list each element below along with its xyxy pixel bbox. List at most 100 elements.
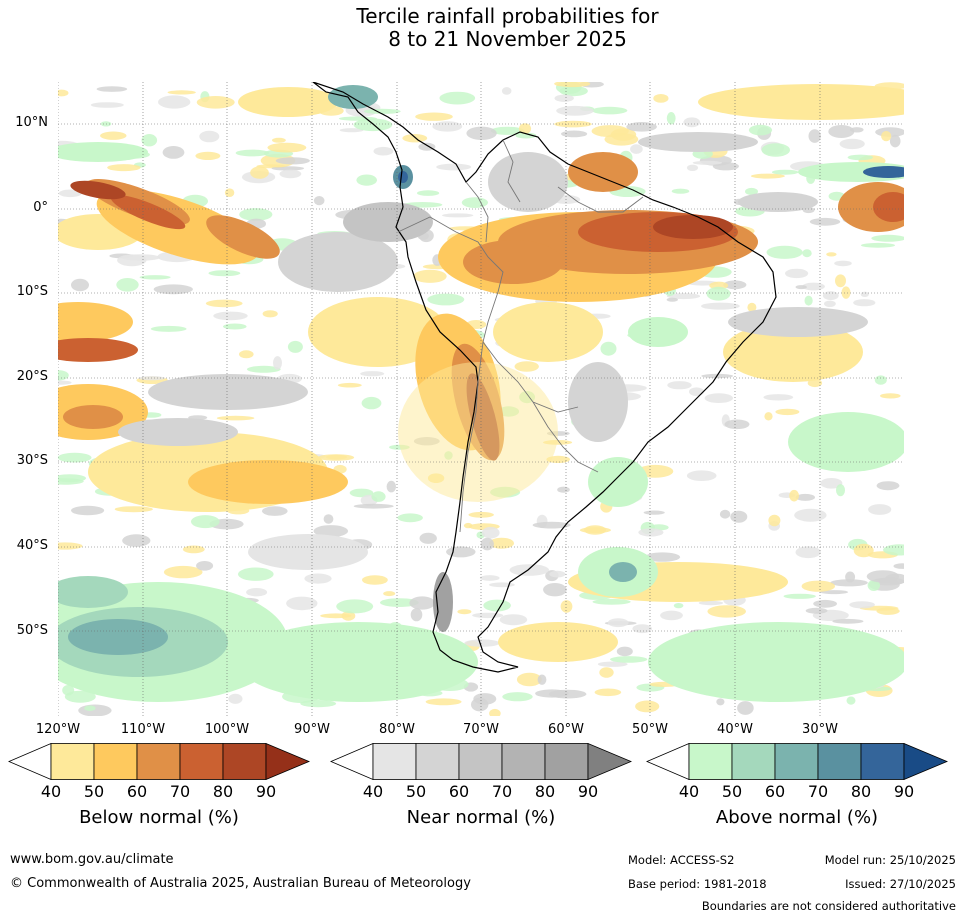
speckle-patch bbox=[195, 151, 221, 160]
speckle-patch bbox=[832, 618, 864, 624]
speckle-patch bbox=[90, 102, 124, 108]
speckle-patch bbox=[667, 381, 692, 390]
speckle-patch bbox=[599, 667, 614, 678]
speckle-patch bbox=[363, 108, 401, 114]
speckle-patch bbox=[660, 610, 683, 621]
speckle-patch bbox=[410, 608, 423, 622]
speckle-patch bbox=[371, 491, 386, 502]
speckle-patch bbox=[205, 299, 243, 308]
map-title-line-1: Tercile rainfall probabilities for bbox=[356, 4, 659, 28]
near-colorbar-box-5 bbox=[544, 743, 589, 780]
lat-label-0: 0° bbox=[33, 200, 48, 215]
speckle-patch bbox=[783, 593, 816, 599]
speckle-patch bbox=[763, 394, 794, 401]
near-tick-label: 50 bbox=[405, 782, 427, 801]
speckle-patch bbox=[213, 311, 248, 321]
speckle-patch bbox=[490, 126, 525, 135]
speckle-patch bbox=[356, 174, 378, 186]
lat-label-50s: 50°S bbox=[16, 623, 48, 638]
speckle-patch bbox=[750, 173, 785, 179]
field-layer bbox=[58, 82, 904, 716]
below-colorbar-box-2 bbox=[93, 743, 138, 780]
speckle-patch bbox=[824, 300, 836, 307]
speckle-patch bbox=[828, 125, 855, 138]
above-colorbar-box-1 bbox=[688, 743, 733, 780]
speckle-patch bbox=[719, 509, 731, 519]
speckle-patch bbox=[480, 537, 494, 551]
speckle-patch bbox=[849, 601, 875, 609]
speckle-patch bbox=[419, 532, 437, 544]
above-tick-label: 40 bbox=[678, 782, 700, 801]
speckle-patch bbox=[789, 489, 799, 502]
speckle-patch bbox=[235, 149, 270, 157]
speckle-patch bbox=[764, 412, 773, 421]
above-colorbar-box-3 bbox=[774, 743, 819, 780]
speckle-patch bbox=[532, 521, 571, 529]
speckle-patch bbox=[893, 563, 904, 569]
speckle-patch bbox=[706, 286, 731, 301]
speckle-patch bbox=[353, 118, 393, 132]
issued-date: Issued: 27/10/2025 bbox=[845, 877, 956, 891]
near-colorbar-box-2 bbox=[415, 743, 460, 780]
speckle-patch bbox=[557, 486, 570, 493]
speckle-patch bbox=[666, 297, 678, 302]
speckle-patch bbox=[860, 242, 896, 248]
speckle-patch bbox=[548, 689, 587, 699]
above-colorbar-over-arrow bbox=[903, 743, 948, 780]
below-tick-label: 80 bbox=[212, 782, 234, 801]
speckle-patch bbox=[463, 522, 473, 529]
speckle-patch bbox=[163, 565, 203, 579]
speckle-patch bbox=[795, 285, 807, 290]
above-colorbar-box-5 bbox=[860, 743, 905, 780]
speckle-patch bbox=[554, 94, 574, 102]
above-tick-label: 70 bbox=[807, 782, 829, 801]
speckle-patch bbox=[250, 166, 269, 179]
speckle-patch bbox=[801, 580, 835, 592]
speckle-patch bbox=[692, 160, 723, 165]
lon-label-90w: 90°W bbox=[294, 722, 330, 737]
speckle-patch bbox=[836, 484, 845, 497]
speckle-patch bbox=[141, 134, 158, 147]
speckle-patch bbox=[208, 270, 241, 277]
speckle-patch bbox=[114, 506, 153, 513]
lat-label-10s: 10°S bbox=[16, 284, 48, 299]
speckle-patch bbox=[122, 534, 151, 547]
speckle-patch bbox=[339, 128, 364, 133]
lon-label-110w: 110°W bbox=[120, 722, 166, 737]
speckle-patch bbox=[813, 599, 837, 608]
speckle-patch bbox=[262, 506, 288, 516]
speckle-patch bbox=[300, 700, 337, 708]
speckle-patch bbox=[822, 291, 839, 301]
speckle-patch bbox=[592, 598, 631, 605]
below-colorbar-over-arrow bbox=[265, 743, 310, 780]
speckle-patch bbox=[766, 245, 803, 259]
speckle-patch bbox=[287, 340, 303, 353]
speckle-patch bbox=[689, 387, 704, 397]
speckle-patch bbox=[262, 310, 278, 318]
speckle-patch bbox=[626, 122, 657, 132]
speckle-patch bbox=[785, 268, 809, 279]
speckle-patch bbox=[847, 154, 873, 161]
speckle-patch bbox=[58, 380, 72, 385]
speckle-patch bbox=[826, 252, 837, 257]
lon-label-40w: 40°W bbox=[717, 722, 753, 737]
near-tick-label: 60 bbox=[448, 782, 470, 801]
speckle-patch bbox=[228, 693, 243, 704]
speckle-patch bbox=[543, 583, 567, 597]
below-normal-title: Below normal (%) bbox=[79, 807, 239, 828]
speckle-patch bbox=[808, 129, 821, 143]
speckle-patch bbox=[239, 208, 273, 221]
speckle-patch bbox=[313, 525, 348, 538]
speckle-patch bbox=[275, 157, 310, 165]
speckle-patch bbox=[560, 600, 573, 613]
speckle-patch bbox=[84, 705, 96, 711]
speckle-patch bbox=[58, 89, 69, 97]
speckle-patch bbox=[554, 120, 592, 128]
speckle-patch bbox=[107, 164, 141, 172]
speckle-patch bbox=[150, 325, 187, 332]
speckle-patch bbox=[336, 599, 374, 614]
lon-label-60w: 60°W bbox=[548, 722, 584, 737]
speckle-patch bbox=[238, 567, 274, 581]
below-normal-colorbar bbox=[8, 743, 310, 780]
above-tick-label: 80 bbox=[850, 782, 872, 801]
